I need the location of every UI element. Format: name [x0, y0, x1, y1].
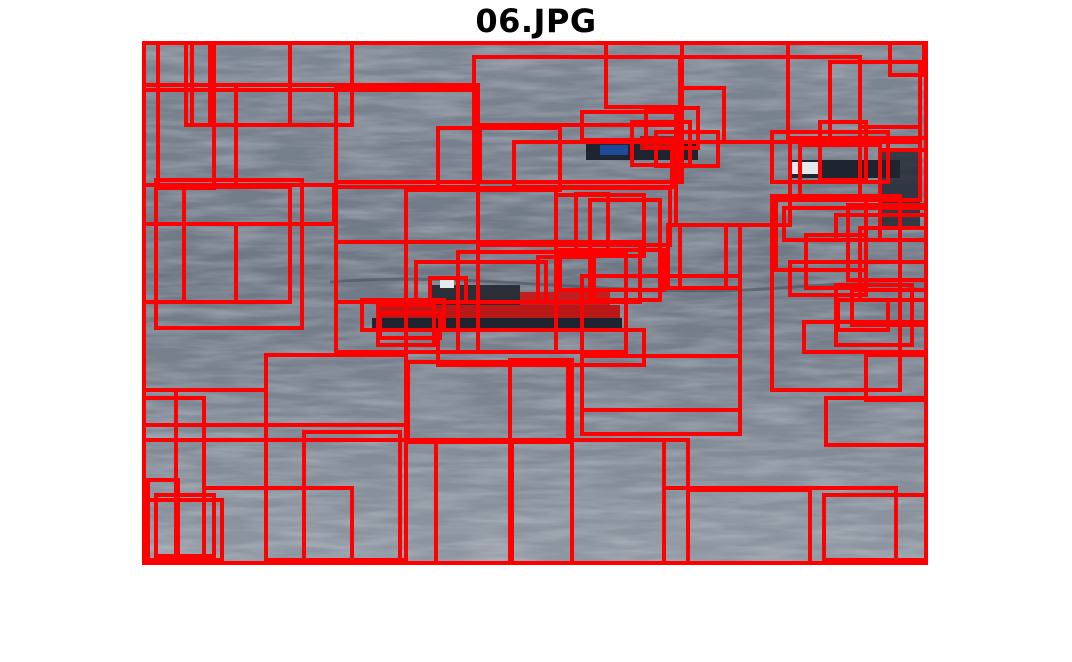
- figure-title: 06.JPG: [475, 2, 597, 40]
- bounding-box: [288, 41, 354, 127]
- bounding-box: [428, 276, 468, 304]
- bounding-box: [478, 123, 682, 184]
- bounding-box: [858, 226, 928, 292]
- bounding-box: [142, 498, 224, 562]
- bounding-box: [864, 353, 928, 402]
- bounding-box: [822, 493, 928, 562]
- bounding-box: [802, 320, 928, 354]
- bounding-box: [154, 178, 304, 330]
- bounding-box: [142, 222, 238, 304]
- bounding-box: [146, 478, 180, 562]
- bounding-box: [674, 140, 792, 227]
- bounding-box: [788, 260, 868, 297]
- bounding-box: [456, 250, 628, 354]
- bounding-box: [858, 260, 928, 302]
- bounding-box: [580, 354, 742, 436]
- bounding-box: [888, 41, 926, 77]
- bounding-box: [858, 125, 922, 202]
- bounding-box: [558, 248, 666, 292]
- bounding-box: [154, 493, 216, 558]
- bounding-box: [654, 130, 720, 168]
- bounding-box: [786, 41, 928, 140]
- bounding-box: [878, 148, 928, 217]
- bounding-box: [828, 60, 922, 144]
- bounding-box: [686, 488, 812, 565]
- bounding-box: [414, 260, 548, 304]
- bounding-box: [378, 311, 442, 340]
- bounding-box: [580, 274, 742, 412]
- bounding-box: [536, 255, 596, 304]
- detection-boxes: [142, 41, 928, 565]
- bounding-box: [770, 194, 902, 392]
- bounding-box: [818, 120, 868, 182]
- bounding-box: [678, 223, 728, 290]
- bounding-box: [436, 328, 646, 367]
- bounding-box: [360, 298, 446, 332]
- bounding-box: [202, 486, 354, 565]
